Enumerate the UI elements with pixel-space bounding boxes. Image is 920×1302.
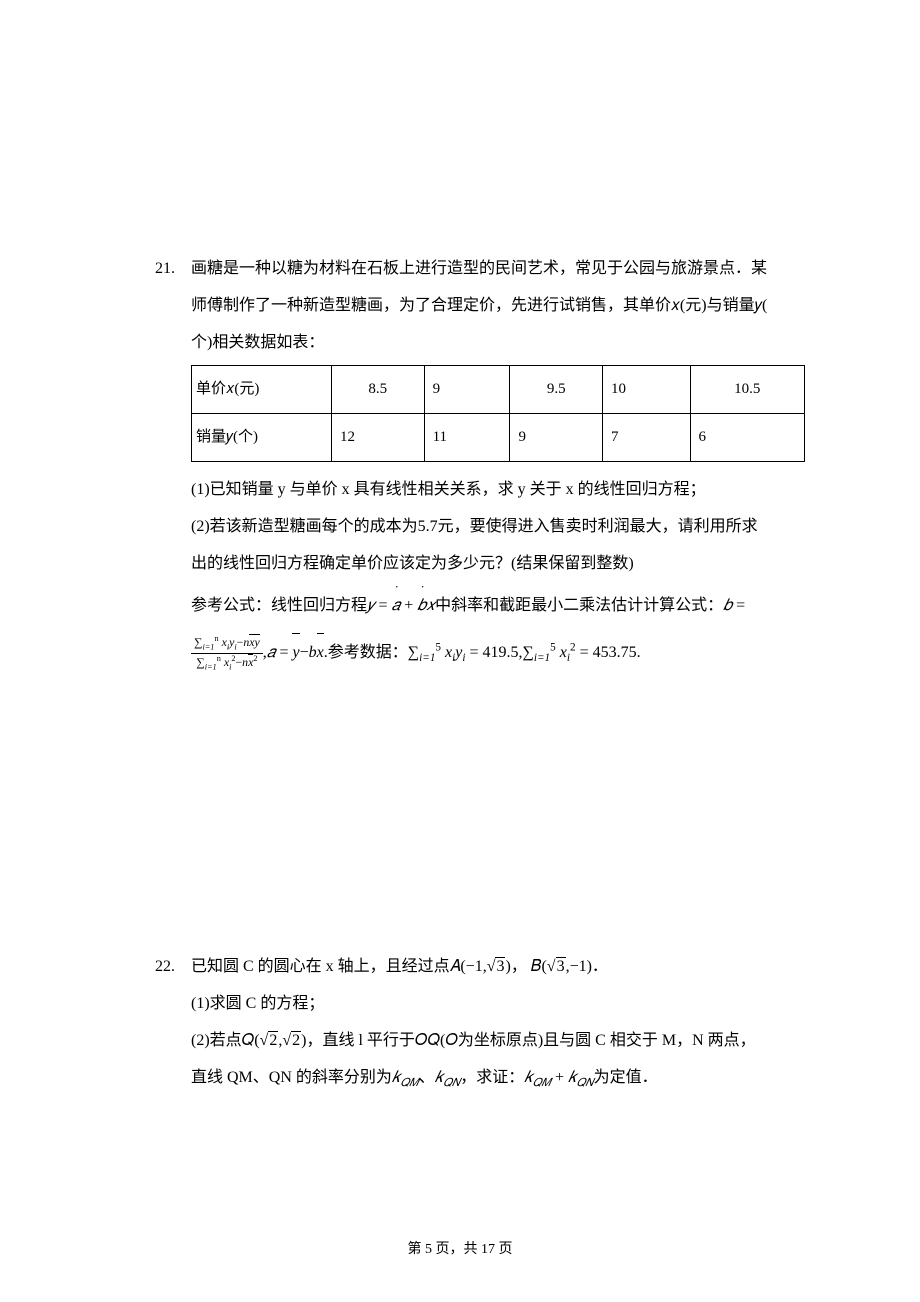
cell: 11 [424,414,510,462]
text: ，求证： [460,1069,524,1086]
text-line: 师傅制作了一种新造型糖画，为了合理定价，先进行试销售，其单价𝑥(元)与销量𝑦( [191,292,805,321]
formula-mid: 中斜率和截距最小二乘法估计计算公式： [435,597,723,614]
formula-prefix: 参考公式：线性回归方程 [191,597,367,614]
text: ,−1)． [566,958,608,975]
plus: + [551,1069,568,1086]
k-sub: 𝑄𝑀 [400,1077,418,1089]
k-sub: 𝑄𝑀 [533,1077,551,1089]
sqrt-val: 3 [495,957,505,975]
cell: 9 [424,366,510,414]
text: 直线 QM、QN 的斜率分别为 [191,1069,392,1086]
sqrt-val: 3 [556,957,566,975]
cell: 8.5 [332,366,425,414]
table-row: 销量𝑦(个) 12 11 9 7 6 [192,414,805,462]
question-1: (1)已知销量 y 与单价 x 具有线性相关关系，求 y 关于 x 的线性回归方… [191,476,805,505]
text: )， [301,1032,322,1049]
point-A: 𝐴(−1, [450,958,487,975]
problem-body: 画糖是一种以糖为材料在石板上进行造型的民间艺术，常见于公园与旅游景点．某 师傅制… [191,255,805,681]
cell: 9 [510,414,603,462]
problem-21: 21. 画糖是一种以糖为材料在石板上进行造型的民间艺术，常见于公园与旅游景点．某… [155,255,805,681]
sum-x2: 453.75 [593,644,637,661]
problem-22: 22. 已知圆 C 的圆心在 x 轴上，且经过点𝐴(−1,√3)， 𝐵(√3,−… [155,953,805,1101]
cell: 6 [690,414,805,462]
question-2a: (2)若该新造型糖画每个的成本为5.7元，要使得进入售卖时利润最大，请利用所求 [191,513,805,542]
data-prefix: 参考数据： [328,644,408,661]
question-2-line2: 直线 QM、QN 的斜率分别为𝑘𝑄𝑀、𝑘𝑄𝑁，求证：𝑘𝑄𝑀 + 𝑘𝑄𝑁为定值． [191,1064,805,1093]
text: 直线 l 平行于𝑂𝑄(𝑂为坐标原点)且与圆 C 相交于 M，N 两点， [322,1032,755,1049]
sqrt-val: 2 [291,1031,301,1049]
text-line: 画糖是一种以糖为材料在石板上进行造型的民间艺术，常见于公园与旅游景点．某 [191,255,805,284]
k-var: 𝑘 [524,1069,533,1086]
footer-suffix: 页 [495,1242,513,1257]
b-hat: 𝑏 [417,587,426,625]
cell: 10 [603,366,690,414]
row-label: 销量𝑦(个) [192,414,332,462]
question-1: (1)求圆 C 的方程； [191,990,805,1019]
text: 、 [419,1069,435,1086]
problem-number: 22. [155,953,191,1101]
spacer [155,693,805,953]
a-hat: 𝑎 [392,587,401,625]
text: 已知圆 C 的圆心在 x 轴上，且经过点 [191,958,450,975]
row-label: 单价𝑥(元) [192,366,332,414]
footer-mid: 页，共 [432,1242,481,1257]
formula-line-2: ∑i=1n xiyi−nxy ∑i=1n xi2−nx2 ,𝑎 = y−bx.参… [191,633,805,673]
b-fraction: ∑i=1n xiyi−nxy ∑i=1n xi2−nx2 [191,634,263,673]
text: (2)若点 [191,1032,242,1049]
question-2b: 出的线性回归方程确定单价应该定为多少元？(结果保留到整数) [191,550,805,579]
cell: 9.5 [510,366,603,414]
text-line: 已知圆 C 的圆心在 x 轴上，且经过点𝐴(−1,√3)， 𝐵(√3,−1)． [191,953,805,982]
text: )， [505,958,526,975]
table-row: 单价𝑥(元) 8.5 9 9.5 10 10.5 [192,366,805,414]
page-footer: 第 5 页，共 17 页 [0,1237,920,1262]
cell: 12 [332,414,425,462]
footer-prefix: 第 [408,1242,426,1257]
problem-body: 已知圆 C 的圆心在 x 轴上，且经过点𝐴(−1,√3)， 𝐵(√3,−1)． … [191,953,805,1101]
problem-number: 21. [155,255,191,681]
cell: 10.5 [690,366,805,414]
k-var: 𝑘 [568,1069,577,1086]
data-table: 单价𝑥(元) 8.5 9 9.5 10 10.5 销量𝑦(个) 12 11 9 … [191,365,805,462]
k-sub: 𝑄𝑁 [443,1077,460,1089]
page-total: 17 [481,1242,495,1257]
point-B: 𝐵( [531,958,547,975]
formula-line: 参考公式：线性回归方程𝑦 = 𝑎 + 𝑏𝑥中斜率和截距最小二乘法估计计算公式：𝑏… [191,587,805,625]
page-current: 5 [425,1242,432,1257]
k-var: 𝑘 [435,1069,444,1086]
cell: 7 [603,414,690,462]
sqrt-val: 2 [268,1031,278,1049]
question-2-line1: (2)若点𝑄(√2,√2)，直线 l 平行于𝑂𝑄(𝑂为坐标原点)且与圆 C 相交… [191,1027,805,1056]
sum-xy: 419.5 [482,644,518,661]
point-Q: 𝑄( [242,1032,260,1049]
k-sub: 𝑄𝑁 [577,1077,594,1089]
text: 为定值． [594,1069,658,1086]
text-line: 个)相关数据如表： [191,329,805,358]
